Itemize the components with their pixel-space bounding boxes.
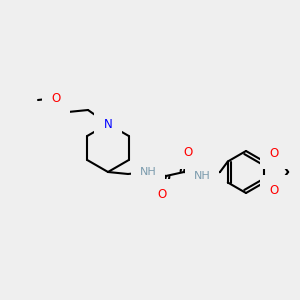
Text: O: O bbox=[51, 92, 61, 104]
Text: O: O bbox=[270, 147, 279, 160]
Text: NH: NH bbox=[194, 171, 210, 181]
Text: N: N bbox=[103, 118, 112, 130]
Text: O: O bbox=[158, 188, 166, 202]
Text: O: O bbox=[270, 184, 279, 197]
Text: O: O bbox=[183, 146, 193, 160]
Text: NH: NH bbox=[140, 167, 156, 177]
